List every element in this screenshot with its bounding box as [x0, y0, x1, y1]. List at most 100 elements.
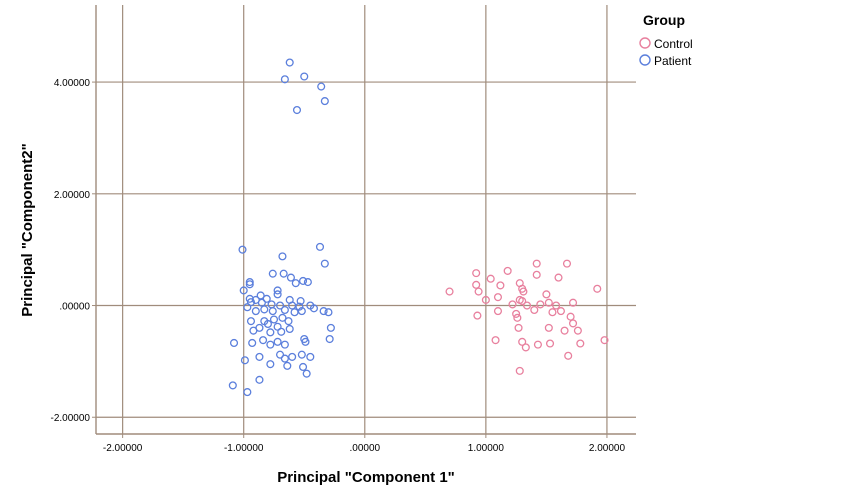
data-point-patient: [269, 315, 279, 324]
data-point-control: [481, 295, 490, 304]
data-point-patient: [268, 307, 277, 316]
x-axis-title: Principal "Component 1": [277, 469, 455, 486]
data-point-control: [568, 319, 578, 328]
data-point-patient: [268, 269, 277, 278]
data-point-patient: [275, 350, 285, 359]
data-point-patient: [228, 381, 237, 390]
data-point-control: [496, 281, 505, 290]
data-point-control: [568, 298, 578, 307]
data-point-control: [576, 339, 585, 348]
data-point-patient: [243, 388, 252, 397]
data-point-patient: [297, 307, 306, 316]
data-point-control: [533, 340, 542, 349]
data-point-patient: [240, 356, 249, 365]
data-point-control: [518, 337, 527, 346]
data-point-patient: [302, 369, 311, 378]
data-point-patient: [266, 328, 275, 337]
data-point-patient: [262, 294, 271, 303]
data-point-control: [493, 307, 503, 316]
data-point-patient: [273, 286, 282, 295]
data-point-control: [515, 366, 524, 375]
y-tick-label: 4.00000: [54, 78, 91, 89]
data-point-control: [513, 313, 522, 322]
data-point-patient: [279, 269, 288, 278]
data-point-patient: [248, 338, 257, 347]
data-point-patient: [239, 286, 248, 295]
data-point-patient: [298, 276, 308, 285]
data-point-patient: [266, 340, 275, 349]
data-point-patient: [280, 75, 289, 84]
y-tick-label: .00000: [59, 302, 90, 313]
data-point-control: [532, 270, 541, 279]
data-point-patient: [315, 242, 325, 251]
data-point-control: [493, 293, 503, 302]
data-point-patient: [283, 361, 292, 370]
data-point-patient: [273, 337, 282, 346]
x-tick-label: .00000: [349, 443, 380, 454]
data-point-patient: [280, 354, 289, 363]
data-point-patient: [284, 317, 293, 326]
legend-marker-control: [639, 37, 651, 49]
data-point-control: [552, 301, 561, 310]
data-point-patient: [301, 337, 310, 346]
data-point-control: [556, 307, 565, 316]
data-point-control: [518, 284, 527, 293]
data-point-control: [544, 298, 553, 307]
data-point-control: [518, 297, 527, 306]
data-point-patient: [303, 278, 312, 287]
data-point-patient: [291, 279, 300, 288]
grid-lines: [96, 5, 636, 434]
data-point-control: [445, 287, 454, 296]
data-point-patient: [300, 72, 309, 81]
y-tick-label: 2.00000: [54, 190, 91, 201]
data-point-control: [544, 323, 553, 332]
y-tick-label: -2.00000: [51, 413, 91, 424]
data-point-control: [491, 336, 500, 345]
data-point-patient: [285, 58, 294, 67]
data-point-patient: [229, 338, 239, 347]
plot-frame: [95, 5, 636, 435]
data-point-patient: [325, 334, 334, 344]
data-point-patient: [255, 352, 264, 361]
data-point-patient: [259, 336, 268, 345]
legend-title: Group: [643, 12, 685, 28]
data-point-patient: [317, 82, 326, 91]
data-point-control: [521, 343, 530, 352]
data-point-patient: [278, 252, 287, 261]
data-point-patient: [285, 324, 294, 334]
data-point-control: [560, 326, 569, 335]
data-point-patient: [277, 327, 286, 336]
data-point-control: [503, 266, 512, 275]
x-tick-label: 2.00000: [589, 443, 626, 454]
data-point-control: [512, 309, 521, 318]
data-point-control: [566, 312, 575, 321]
data-point-patient: [280, 340, 289, 349]
x-tick-label: -2.00000: [103, 443, 143, 454]
data-point-patient: [249, 326, 258, 335]
data-point-control: [514, 323, 523, 332]
data-point-patient: [320, 97, 329, 106]
data-point-control: [554, 273, 563, 282]
data-point-patient: [238, 245, 247, 254]
legend: Group Control Patient: [639, 12, 693, 68]
data-point-patient: [295, 302, 304, 311]
data-point-control: [472, 280, 481, 289]
data-point-patient: [326, 323, 335, 332]
y-axis-title: Principal "Component2": [19, 143, 36, 316]
data-point-patient: [266, 360, 275, 369]
data-point-control: [522, 301, 532, 310]
data-point-patient: [255, 375, 264, 384]
data-point-patient: [297, 350, 306, 359]
data-point-patient: [288, 352, 297, 361]
data-point-control: [486, 274, 495, 283]
data-point-patient: [278, 313, 287, 322]
data-point-patient: [243, 303, 252, 312]
data-point-patient: [306, 352, 315, 361]
tick-labels: -2.00000 -1.00000 .00000 1.00000 2.00000 -2.0…: [51, 78, 626, 454]
data-point-patient: [280, 305, 289, 315]
data-point-control: [530, 305, 539, 315]
data-point-control: [474, 287, 483, 296]
data-point-control: [472, 269, 481, 278]
data-point-patient: [309, 304, 318, 313]
